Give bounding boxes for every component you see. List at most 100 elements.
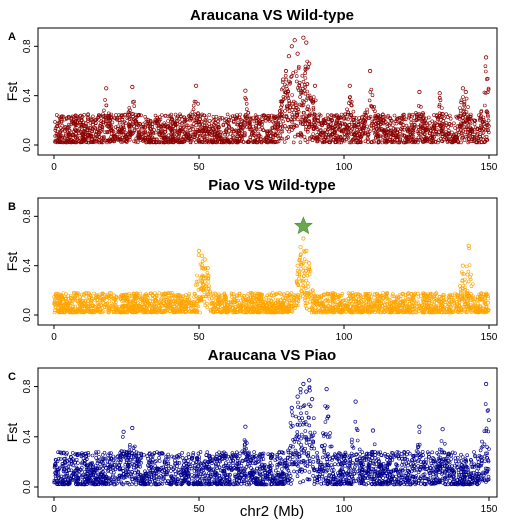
fst-point — [481, 130, 486, 135]
fst-point — [373, 113, 378, 118]
fst-point — [194, 123, 198, 128]
x-tick-label: 150 — [481, 162, 498, 173]
fst-point — [160, 113, 164, 117]
fst-point — [251, 124, 255, 129]
fst-point — [133, 139, 138, 144]
fst-point — [239, 122, 243, 126]
fst-point — [285, 106, 290, 111]
fst-point — [194, 116, 198, 121]
fst-point — [320, 123, 325, 127]
fst-point — [389, 128, 394, 133]
fst-point — [102, 108, 106, 113]
fst-point — [307, 124, 311, 129]
fst-point — [410, 128, 414, 132]
fst-point — [356, 123, 361, 127]
fst-point — [485, 113, 490, 117]
fst-point — [86, 115, 90, 120]
fst-point — [220, 116, 224, 120]
fst-point — [155, 115, 159, 120]
fst-point — [271, 135, 276, 140]
fst-point — [285, 127, 290, 131]
fst-point — [431, 140, 436, 144]
fst-point — [356, 136, 361, 140]
fst-point — [263, 116, 268, 121]
fst-point — [179, 139, 183, 144]
fst-point — [455, 128, 460, 132]
fst-point — [216, 119, 220, 123]
fst-point — [358, 126, 362, 131]
fst-point — [191, 103, 196, 108]
fst-point — [240, 137, 244, 141]
fst-point — [382, 114, 387, 119]
fst-point — [355, 128, 359, 132]
fst-point — [472, 122, 477, 126]
fst-point — [235, 137, 239, 141]
fst-point — [368, 90, 373, 94]
fst-point — [482, 103, 487, 108]
fst-point — [169, 118, 174, 122]
fst-point — [290, 93, 295, 97]
fst-point — [305, 140, 310, 144]
fst-point — [365, 110, 369, 115]
fst-point — [296, 66, 301, 71]
fst-point — [464, 264, 469, 269]
fst-point — [114, 117, 119, 121]
fst-point — [230, 114, 235, 118]
fst-point — [163, 129, 168, 134]
fst-point — [134, 136, 139, 141]
fst-point — [201, 133, 205, 137]
fst-point — [461, 116, 465, 120]
fst-point — [86, 112, 90, 116]
fst-point — [272, 121, 276, 125]
fst-point — [453, 126, 457, 130]
fst-point — [478, 116, 482, 121]
fst-point — [315, 133, 320, 137]
fst-point — [117, 138, 122, 142]
fst-point — [321, 135, 326, 140]
fst-point — [332, 130, 337, 134]
fst-point — [363, 131, 368, 135]
fst-point — [395, 138, 399, 142]
fst-point — [317, 134, 322, 138]
fst-point — [57, 120, 62, 124]
fst-point — [143, 136, 147, 140]
fst-point — [127, 106, 132, 110]
fst-point — [360, 120, 365, 125]
fst-point — [280, 136, 285, 141]
fst-point — [478, 123, 483, 128]
fst-point — [439, 106, 444, 110]
fst-point — [334, 121, 338, 126]
fst-point — [415, 115, 419, 119]
fst-point — [305, 129, 310, 134]
fst-point — [303, 76, 308, 80]
fst-point — [290, 108, 295, 112]
fst-point — [212, 133, 217, 138]
fst-point — [300, 86, 305, 91]
fst-point — [485, 90, 490, 95]
fst-peak-point — [437, 91, 442, 96]
fst-point — [252, 119, 257, 124]
fst-point — [295, 86, 300, 90]
fst-point — [101, 118, 106, 122]
fst-point — [402, 134, 407, 138]
fst-point — [303, 122, 307, 127]
fst-point — [301, 119, 305, 124]
fst-point — [148, 135, 152, 139]
fst-point — [119, 130, 123, 135]
fst-point — [223, 132, 227, 137]
fst-point — [401, 140, 406, 145]
fst-point — [421, 116, 426, 121]
fst-point — [203, 124, 207, 128]
fst-point — [439, 128, 444, 132]
fst-point — [238, 112, 242, 117]
fst-point — [185, 123, 190, 128]
fst-point — [76, 121, 80, 126]
fst-point — [303, 85, 308, 89]
fst-point — [104, 117, 108, 122]
fst-point — [485, 76, 490, 81]
fst-point — [462, 138, 467, 142]
fst-point — [464, 110, 469, 114]
fst-point — [273, 125, 277, 130]
fst-point — [286, 118, 290, 123]
fst-point — [458, 111, 463, 116]
